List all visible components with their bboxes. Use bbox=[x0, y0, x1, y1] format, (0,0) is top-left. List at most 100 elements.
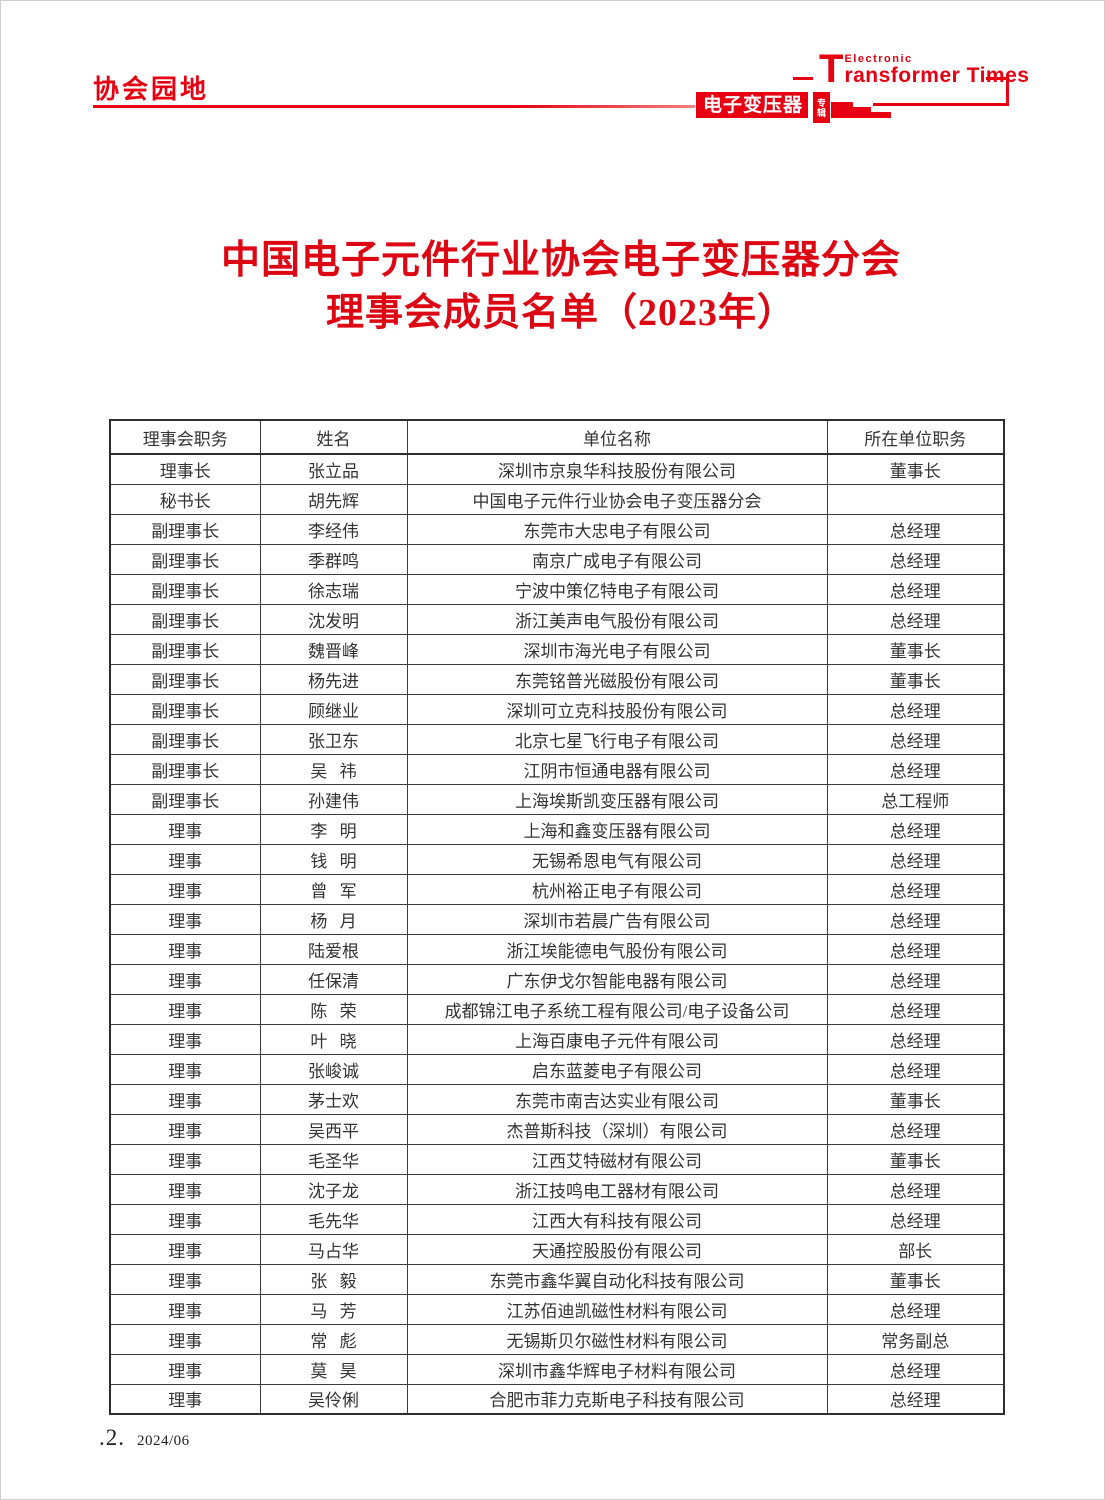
table-cell-org-role: 总经理 bbox=[826, 723, 1005, 755]
table-cell-role: 副理事长 bbox=[109, 513, 261, 545]
table-cell-name: 毛圣华 bbox=[259, 1143, 408, 1175]
table-cell-org-role: 董事长 bbox=[826, 1263, 1005, 1295]
table-cell-org: 东莞市鑫华翼自动化科技有限公司 bbox=[406, 1263, 828, 1295]
table-cell-org: 江阴市恒通电器有限公司 bbox=[406, 753, 828, 785]
table-cell-role: 副理事长 bbox=[109, 783, 261, 815]
table-cell-role: 秘书长 bbox=[109, 483, 261, 515]
table-cell-org: 东莞市大忠电子有限公司 bbox=[406, 513, 828, 545]
table-cell-role: 理事 bbox=[109, 1113, 261, 1145]
table-cell-name: 马 芳 bbox=[259, 1293, 408, 1325]
table-cell-name: 马占华 bbox=[259, 1233, 408, 1265]
magazine-logo-sub-top: 专 bbox=[816, 97, 826, 108]
table-cell-role: 副理事长 bbox=[109, 663, 261, 695]
table-cell-name: 孙建伟 bbox=[259, 783, 408, 815]
table-row: 理事张 毅东莞市鑫华翼自动化科技有限公司 董事长 bbox=[109, 1263, 1005, 1295]
table-cell-role: 理事 bbox=[109, 1053, 261, 1085]
table-row: 理事莫 昊深圳市鑫华辉电子材料有限公司 总经理 bbox=[109, 1353, 1005, 1385]
table-cell-name: 张卫东 bbox=[259, 723, 408, 755]
table-cell-org: 合肥市菲力克斯电子科技有限公司 bbox=[406, 1383, 828, 1415]
table-cell-role: 理事 bbox=[109, 993, 261, 1025]
table-cell-org: 浙江美声电气股份有限公司 bbox=[406, 603, 828, 635]
table-cell-name: 胡先辉 bbox=[259, 483, 408, 515]
table-row: 副理事长 张卫东 北京七星飞行电子有限公司 总经理 bbox=[109, 723, 1005, 755]
table-cell-org-role: 部长 bbox=[826, 1233, 1005, 1265]
table-cell-name: 任保清 bbox=[259, 963, 408, 995]
table-cell-name: 陆爱根 bbox=[259, 933, 408, 965]
table-cell-role: 理事 bbox=[109, 1383, 261, 1415]
table-cell-org: 江西艾特磁材有限公司 bbox=[406, 1143, 828, 1175]
document-title: 中国电子元件行业协会电子变压器分会 理事会成员名单（2023年） bbox=[11, 239, 1105, 335]
table-cell-org: 上海和鑫变压器有限公司 bbox=[406, 813, 828, 845]
table-cell-name: 莫 昊 bbox=[259, 1353, 408, 1385]
table-cell-org: 东莞铭普光磁股份有限公司 bbox=[406, 663, 828, 695]
table-row: 副理事长 徐志瑞 宁波中策亿特电子有限公司 总经理 bbox=[109, 573, 1005, 605]
table-cell-name: 魏晋峰 bbox=[259, 633, 408, 665]
table-cell-name: 常 彪 bbox=[259, 1323, 408, 1355]
table-cell-name: 张峻诚 bbox=[259, 1053, 408, 1085]
table-cell-role: 副理事长 bbox=[109, 753, 261, 785]
table-cell-role: 理事 bbox=[109, 1293, 261, 1325]
table-cell-org-role: 总经理 bbox=[826, 693, 1005, 725]
member-table: 理事会职务 姓名 单位名称 所在单位职务 理事长 张立品 深圳市京泉华科技股份有限公… bbox=[109, 419, 1005, 1415]
table-cell-org: 杰普斯科技（深圳）有限公司 bbox=[406, 1113, 828, 1145]
table-cell-org: 南京广成电子有限公司 bbox=[406, 543, 828, 575]
masthead-bracket-vertical bbox=[1006, 77, 1009, 106]
table-cell-name: 徐志瑞 bbox=[259, 573, 408, 605]
table-row: 副理事长 孙建伟 上海埃斯凯变压器有限公司 总工程师 bbox=[109, 783, 1005, 815]
table-cell-org: 天通控股股份有限公司 bbox=[406, 1233, 828, 1265]
table-cell-name: 李经伟 bbox=[259, 513, 408, 545]
table-cell-name: 李 明 bbox=[259, 813, 408, 845]
table-cell-role: 理事 bbox=[109, 933, 261, 965]
table-cell-org: 成都锦江电子系统工程有限公司/电子设备公司 bbox=[406, 993, 828, 1025]
table-cell-role: 理事 bbox=[109, 1233, 261, 1265]
table-cell-org: 北京七星飞行电子有限公司 bbox=[406, 723, 828, 755]
table-cell-name: 吴 祎 bbox=[259, 753, 408, 785]
table-cell-role: 理事 bbox=[109, 963, 261, 995]
table-cell-org: 浙江埃能德电气股份有限公司 bbox=[406, 933, 828, 965]
table-cell-org: 江苏佰迪凯磁性材料有限公司 bbox=[406, 1293, 828, 1325]
table-cell-org: 无锡希恩电气有限公司 bbox=[406, 843, 828, 875]
masthead: T Electronic ransformer Times bbox=[791, 49, 1029, 89]
table-cell-role: 理事 bbox=[109, 1023, 261, 1055]
table-row: 理事叶 晓上海百康电子元件有限公司 总经理 bbox=[109, 1023, 1005, 1055]
table-row: 理事常 彪无锡斯贝尔磁性材料有限公司 常务副总 bbox=[109, 1323, 1005, 1355]
table-cell-role: 理事 bbox=[109, 1353, 261, 1385]
masthead-dash-icon bbox=[793, 77, 813, 80]
table-cell-name: 沈发明 bbox=[259, 603, 408, 635]
title-line-2: 理事会成员名单（2023年） bbox=[325, 292, 796, 334]
table-row: 副理事长 李经伟 东莞市大忠电子有限公司 总经理 bbox=[109, 513, 1005, 545]
table-cell-org-role: 总经理 bbox=[826, 933, 1005, 965]
table-cell-org: 无锡斯贝尔磁性材料有限公司 bbox=[406, 1323, 828, 1355]
table-cell-org: 江西大有科技有限公司 bbox=[406, 1203, 828, 1235]
table-cell-org: 深圳市鑫华辉电子材料有限公司 bbox=[406, 1353, 828, 1385]
table-cell-org-role: 总经理 bbox=[826, 753, 1005, 785]
table-cell-org: 广东伊戈尔智能电器有限公司 bbox=[406, 963, 828, 995]
table-cell-org-role: 总经理 bbox=[826, 513, 1005, 545]
table-row: 理事马 芳江苏佰迪凯磁性材料有限公司 总经理 bbox=[109, 1293, 1005, 1325]
table-cell-role: 副理事长 bbox=[109, 573, 261, 605]
table-row: 理事陈 荣成都锦江电子系统工程有限公司/电子设备公司 总经理 bbox=[109, 993, 1005, 1025]
table-cell-name: 钱 明 bbox=[259, 843, 408, 875]
table-cell-org: 东莞市南吉达实业有限公司 bbox=[406, 1083, 828, 1115]
table-cell-role: 理事 bbox=[109, 1203, 261, 1235]
magazine-logo-sub-bottom: 辑 bbox=[816, 107, 826, 118]
table-cell-name: 季群鸣 bbox=[259, 543, 408, 575]
page-number: .2. bbox=[99, 1425, 125, 1450]
table-row: 副理事长 魏晋峰 深圳市海光电子有限公司 董事长 bbox=[109, 633, 1005, 665]
section-label: 协会园地 bbox=[93, 74, 210, 104]
table-row: 理事 毛先华 江西大有科技有限公司 总经理 bbox=[109, 1203, 1005, 1235]
issue-date: 2024/06 bbox=[137, 1433, 190, 1449]
table-cell-org-role: 总经理 bbox=[826, 873, 1005, 905]
table-cell-name: 曾 军 bbox=[259, 873, 408, 905]
table-row: 理事长 张立品 深圳市京泉华科技股份有限公司 董事长 bbox=[109, 453, 1005, 485]
table-row: 理事李 明上海和鑫变压器有限公司 总经理 bbox=[109, 813, 1005, 845]
table-cell-name: 茅士欢 bbox=[259, 1083, 408, 1115]
table-cell-org-role: 总经理 bbox=[826, 1173, 1005, 1205]
table-cell-org: 杭州裕正电子有限公司 bbox=[406, 873, 828, 905]
table-row: 理事杨 月深圳市若晨广告有限公司 总经理 bbox=[109, 903, 1005, 935]
table-cell-org-role: 董事长 bbox=[826, 633, 1005, 665]
title-line-1: 中国电子元件行业协会电子变压器分会 bbox=[220, 239, 901, 282]
table-cell-org-role: 总经理 bbox=[826, 1203, 1005, 1235]
table-cell-org-role: 总经理 bbox=[826, 813, 1005, 845]
table-cell-name: 陈 荣 bbox=[259, 993, 408, 1025]
